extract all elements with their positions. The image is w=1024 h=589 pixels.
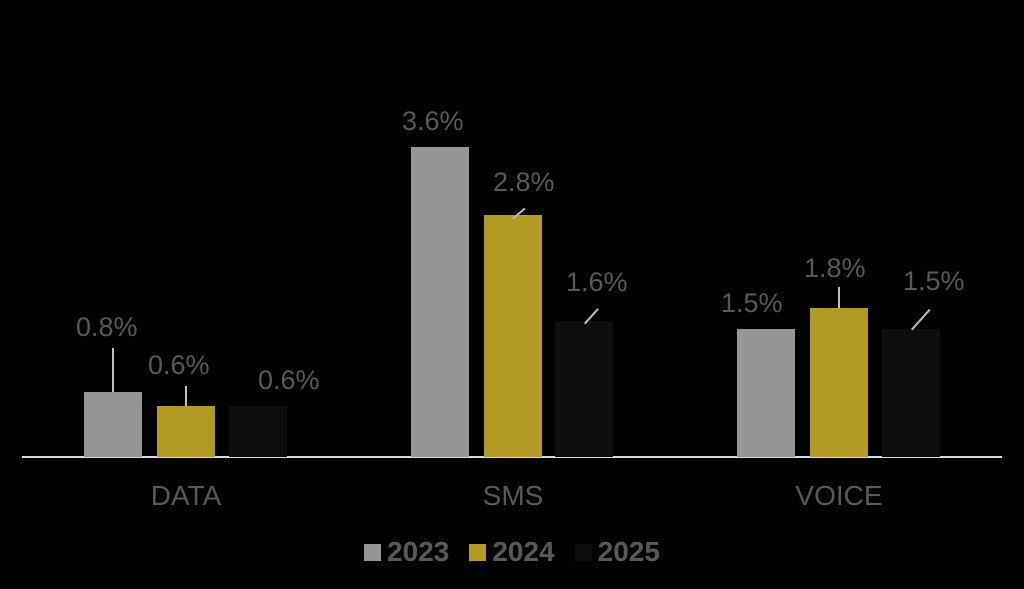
legend: 2023 2024 2025 xyxy=(0,536,1024,568)
category-label-voice: VOICE xyxy=(795,480,883,511)
value-label-sms-2024: 2.8% xyxy=(493,167,555,197)
bar-sms-2023 xyxy=(411,147,469,457)
bar-data-2025 xyxy=(229,406,287,457)
value-label-voice-2025: 1.5% xyxy=(903,266,965,296)
legend-label: 2023 xyxy=(387,536,450,567)
bar-data-2024 xyxy=(157,406,215,457)
value-label-sms-2025: 1.6% xyxy=(566,267,628,297)
value-label-sms-2023: 3.6% xyxy=(402,106,464,136)
leader-line xyxy=(185,386,187,406)
leader-line xyxy=(911,308,931,331)
legend-swatch-2023 xyxy=(364,543,382,561)
legend-item-2023: 2023 xyxy=(364,536,449,568)
value-label-voice-2024: 1.8% xyxy=(804,253,866,283)
value-label-data-2023: 0.8% xyxy=(76,312,138,342)
legend-swatch-2025 xyxy=(574,543,592,561)
legend-item-2024: 2024 xyxy=(469,536,555,568)
bar-voice-2023 xyxy=(737,329,795,457)
bar-data-2023 xyxy=(84,392,142,457)
bar-sms-2024 xyxy=(484,215,542,457)
leader-line xyxy=(112,348,114,392)
value-label-voice-2023: 1.5% xyxy=(721,288,783,318)
value-label-data-2024: 0.6% xyxy=(148,350,210,380)
bar-sms-2025 xyxy=(555,321,613,457)
leader-line xyxy=(838,287,840,308)
legend-label: 2024 xyxy=(492,536,555,567)
x-axis-line xyxy=(22,456,1002,458)
value-label-data-2025: 0.6% xyxy=(258,365,320,395)
bar-voice-2025 xyxy=(882,329,940,457)
category-label-data: DATA xyxy=(150,480,222,511)
legend-item-2025: 2025 xyxy=(574,536,660,568)
bar-voice-2024 xyxy=(810,308,868,457)
legend-swatch-2024 xyxy=(469,543,487,561)
legend-label: 2025 xyxy=(597,536,660,567)
category-label-sms: SMS xyxy=(482,480,544,511)
